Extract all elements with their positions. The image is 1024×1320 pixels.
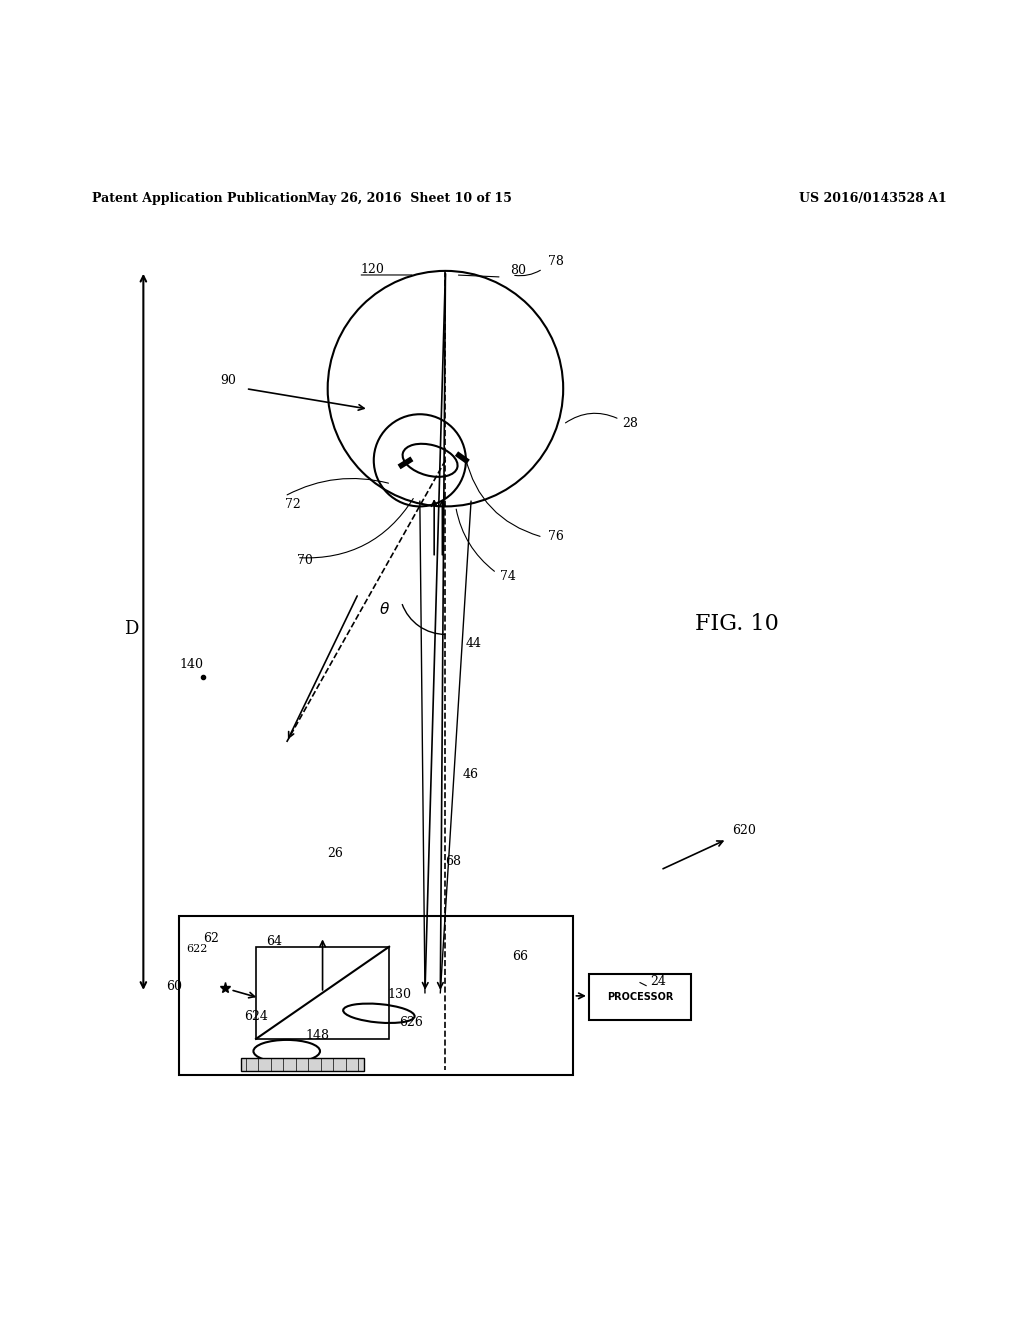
Text: 148: 148	[305, 1028, 329, 1041]
Text: 90: 90	[220, 374, 237, 387]
Text: 24: 24	[650, 974, 667, 987]
Text: 76: 76	[548, 531, 564, 544]
Text: 62: 62	[203, 932, 219, 945]
FancyBboxPatch shape	[241, 1059, 364, 1071]
Text: 130: 130	[387, 987, 411, 1001]
Text: 44: 44	[466, 636, 482, 649]
Text: 68: 68	[445, 855, 462, 867]
Text: 620: 620	[732, 824, 756, 837]
Text: $\theta$: $\theta$	[379, 601, 390, 616]
Text: 120: 120	[360, 263, 384, 276]
Text: 78: 78	[548, 255, 564, 268]
Text: 60: 60	[166, 979, 182, 993]
Text: 46: 46	[463, 768, 479, 780]
Text: 74: 74	[500, 570, 516, 583]
Text: 624: 624	[244, 1010, 267, 1023]
Text: 622: 622	[186, 944, 208, 954]
Text: 70: 70	[297, 554, 313, 566]
Text: 72: 72	[285, 499, 300, 511]
Text: May 26, 2016  Sheet 10 of 15: May 26, 2016 Sheet 10 of 15	[307, 191, 512, 205]
Text: FIG. 10: FIG. 10	[695, 614, 779, 635]
Text: US 2016/0143528 A1: US 2016/0143528 A1	[799, 191, 946, 205]
Text: 26: 26	[328, 846, 344, 859]
Text: 66: 66	[512, 950, 528, 964]
Text: 626: 626	[399, 1015, 423, 1028]
Text: 28: 28	[623, 417, 639, 429]
Text: Patent Application Publication: Patent Application Publication	[92, 191, 307, 205]
Text: 64: 64	[266, 935, 283, 948]
Text: PROCESSOR: PROCESSOR	[607, 993, 673, 1002]
Text: D: D	[124, 620, 138, 639]
Text: 140: 140	[179, 659, 203, 671]
Text: 80: 80	[510, 264, 526, 277]
